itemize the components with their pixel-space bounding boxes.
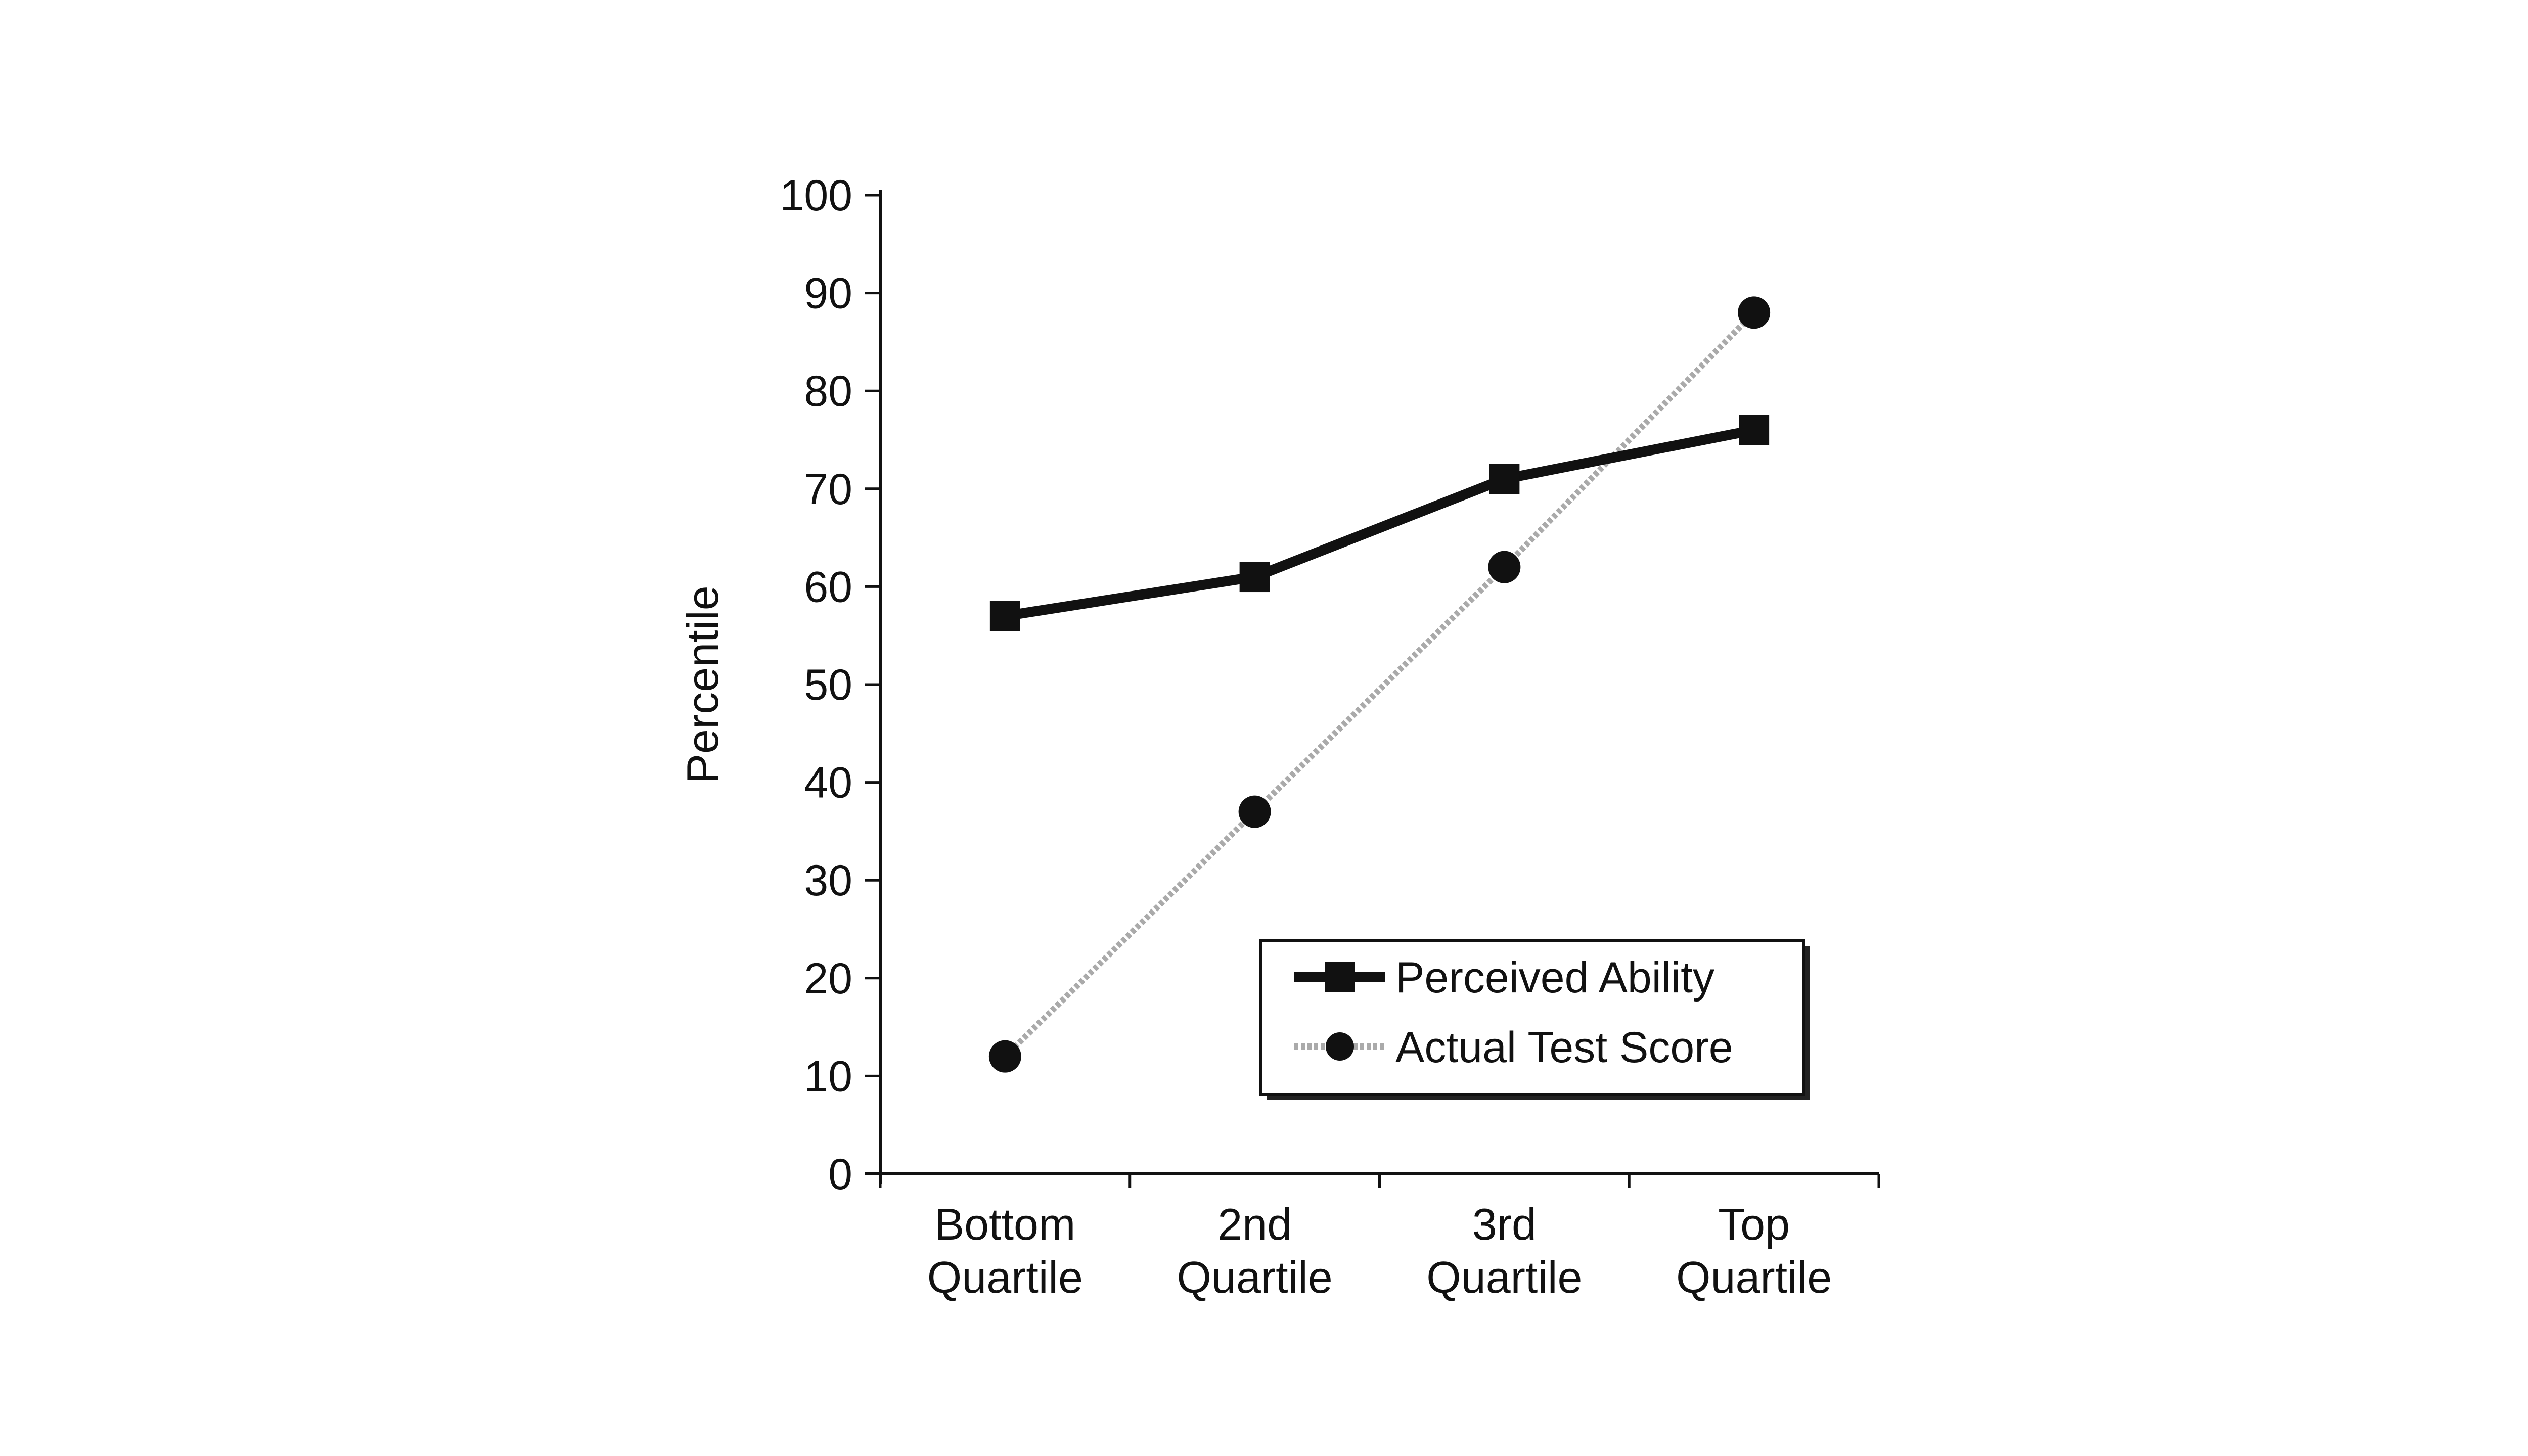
data-point-circle	[1488, 551, 1521, 583]
x-tick-label: 3rd Quartile	[1426, 1199, 1582, 1302]
data-point-square	[1239, 562, 1270, 593]
y-tick-label: 50	[804, 661, 852, 709]
legend: Perceived Ability Actual Test Score	[1259, 939, 1810, 1100]
y-tick-label: 90	[804, 269, 852, 318]
legend-label-actual: Actual Test Score	[1395, 1023, 1733, 1072]
series-line-perceived-ability	[1004, 425, 1755, 621]
y-tick-label: 0	[828, 1150, 852, 1199]
data-point-circle	[1238, 795, 1271, 828]
y-tick-label: 100	[780, 171, 853, 220]
series-line-actual-test-score	[1003, 310, 1756, 1059]
y-tick-label: 60	[804, 563, 852, 611]
y-tick-label: 40	[804, 759, 852, 807]
y-tick-label: 70	[804, 465, 852, 514]
y-tick-label: 10	[804, 1052, 852, 1101]
legend-marker-circle	[1326, 1032, 1354, 1061]
x-tick-label: Top Quartile	[1676, 1199, 1832, 1302]
data-point-circle	[1738, 296, 1771, 329]
y-tick-label: 20	[804, 954, 852, 1003]
legend-marker-square	[1325, 962, 1355, 992]
data-point-circle	[988, 1040, 1021, 1073]
data-point-square	[989, 601, 1020, 631]
data-point-square	[1489, 464, 1520, 494]
x-tick-label: Bottom Quartile	[927, 1199, 1083, 1302]
y-tick-label: 80	[804, 367, 852, 416]
y-tick-label: 30	[804, 856, 852, 905]
series-group	[988, 296, 1771, 1073]
x-tick-label: 2nd Quartile	[1177, 1199, 1333, 1302]
y-axis-label: Percentile	[678, 585, 728, 783]
legend-label-perceived: Perceived Ability	[1395, 953, 1714, 1002]
axes: 0 10 20 30 40 50 60 70 80 90 100 Bottom Quartile 2nd Q…	[780, 171, 1880, 1302]
data-point-square	[1739, 415, 1770, 445]
